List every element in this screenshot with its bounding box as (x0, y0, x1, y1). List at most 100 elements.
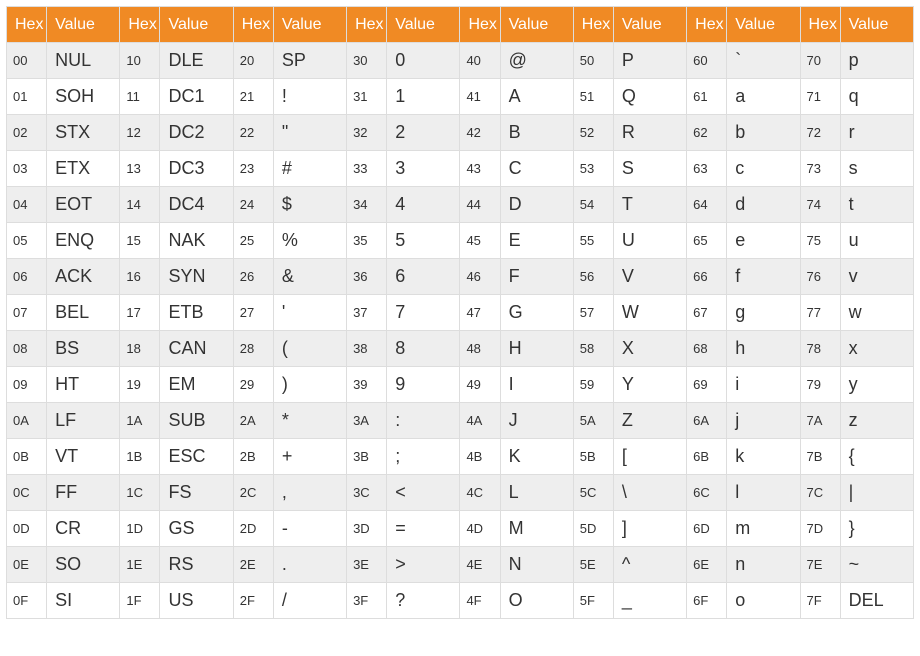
hex-cell: 7D (800, 511, 840, 547)
hex-cell: 41 (460, 79, 500, 115)
hex-cell: 2A (233, 403, 273, 439)
hex-cell: 37 (347, 295, 387, 331)
hex-cell: 0F (7, 583, 47, 619)
col-header-hex: Hex (347, 7, 387, 43)
value-cell: q (840, 79, 913, 115)
hex-cell: 1C (120, 475, 160, 511)
value-cell: r (840, 115, 913, 151)
value-cell: L (500, 475, 573, 511)
hex-cell: 56 (573, 259, 613, 295)
value-cell: / (273, 583, 346, 619)
ascii-table: Hex Value Hex Value Hex Value Hex Value … (6, 6, 914, 619)
hex-cell: 36 (347, 259, 387, 295)
hex-cell: 55 (573, 223, 613, 259)
hex-cell: 22 (233, 115, 273, 151)
table-row: 08BS18CAN28(38848H58X68h78x (7, 331, 914, 367)
hex-cell: 16 (120, 259, 160, 295)
value-cell: ; (387, 439, 460, 475)
value-cell: p (840, 43, 913, 79)
value-cell: g (727, 295, 800, 331)
value-cell: | (840, 475, 913, 511)
value-cell: h (727, 331, 800, 367)
value-cell: DC1 (160, 79, 233, 115)
hex-cell: 6D (687, 511, 727, 547)
hex-cell: 65 (687, 223, 727, 259)
hex-cell: 20 (233, 43, 273, 79)
value-cell: ? (387, 583, 460, 619)
value-cell: 4 (387, 187, 460, 223)
hex-cell: 34 (347, 187, 387, 223)
value-cell: : (387, 403, 460, 439)
hex-cell: 27 (233, 295, 273, 331)
hex-cell: 03 (7, 151, 47, 187)
value-cell: V (613, 259, 686, 295)
col-header-hex: Hex (7, 7, 47, 43)
hex-cell: 38 (347, 331, 387, 367)
value-cell: n (727, 547, 800, 583)
value-cell: I (500, 367, 573, 403)
hex-cell: 35 (347, 223, 387, 259)
value-cell: N (500, 547, 573, 583)
value-cell: H (500, 331, 573, 367)
hex-cell: 07 (7, 295, 47, 331)
hex-cell: 77 (800, 295, 840, 331)
hex-cell: 64 (687, 187, 727, 223)
hex-cell: 46 (460, 259, 500, 295)
value-cell: Z (613, 403, 686, 439)
col-header-value: Value (613, 7, 686, 43)
hex-cell: 74 (800, 187, 840, 223)
hex-cell: 70 (800, 43, 840, 79)
value-cell: c (727, 151, 800, 187)
value-cell: # (273, 151, 346, 187)
hex-cell: 01 (7, 79, 47, 115)
value-cell: W (613, 295, 686, 331)
value-cell: ( (273, 331, 346, 367)
hex-cell: 7F (800, 583, 840, 619)
value-cell: f (727, 259, 800, 295)
hex-cell: 6E (687, 547, 727, 583)
value-cell: ACK (47, 259, 120, 295)
table-row: 0ALF1ASUB2A*3A:4AJ5AZ6Aj7Az (7, 403, 914, 439)
hex-cell: 68 (687, 331, 727, 367)
value-cell: [ (613, 439, 686, 475)
value-cell: } (840, 511, 913, 547)
hex-cell: 69 (687, 367, 727, 403)
value-cell: i (727, 367, 800, 403)
hex-cell: 48 (460, 331, 500, 367)
hex-cell: 4F (460, 583, 500, 619)
hex-cell: 53 (573, 151, 613, 187)
hex-cell: 17 (120, 295, 160, 331)
hex-cell: 25 (233, 223, 273, 259)
value-cell: O (500, 583, 573, 619)
hex-cell: 33 (347, 151, 387, 187)
value-cell: DLE (160, 43, 233, 79)
value-cell: k (727, 439, 800, 475)
hex-cell: 0E (7, 547, 47, 583)
value-cell: d (727, 187, 800, 223)
hex-cell: 0A (7, 403, 47, 439)
hex-cell: 49 (460, 367, 500, 403)
value-cell: , (273, 475, 346, 511)
value-cell: FS (160, 475, 233, 511)
value-cell: NUL (47, 43, 120, 79)
value-cell: HT (47, 367, 120, 403)
value-cell: ' (273, 295, 346, 331)
hex-cell: 39 (347, 367, 387, 403)
hex-cell: 6A (687, 403, 727, 439)
col-header-value: Value (273, 7, 346, 43)
value-cell: ] (613, 511, 686, 547)
hex-cell: 3E (347, 547, 387, 583)
value-cell: P (613, 43, 686, 79)
col-header-hex: Hex (573, 7, 613, 43)
hex-cell: 79 (800, 367, 840, 403)
table-row: 03ETX13DC323#33343C53S63c73s (7, 151, 914, 187)
hex-cell: 05 (7, 223, 47, 259)
table-row: 02STX12DC222"32242B52R62b72r (7, 115, 914, 151)
col-header-value: Value (387, 7, 460, 43)
value-cell: u (840, 223, 913, 259)
value-cell: & (273, 259, 346, 295)
col-header-hex: Hex (800, 7, 840, 43)
col-header-value: Value (840, 7, 913, 43)
hex-cell: 5C (573, 475, 613, 511)
value-cell: 9 (387, 367, 460, 403)
